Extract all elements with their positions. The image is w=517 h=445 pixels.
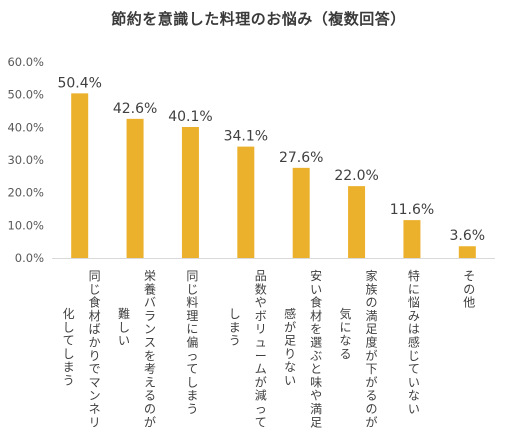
bar	[292, 167, 310, 258]
data-label: 11.6%	[390, 202, 434, 218]
x-category-label: 栄養バランスを考えるのが	[144, 269, 156, 429]
bar	[71, 93, 89, 258]
y-tick-label: 30.0%	[7, 153, 44, 167]
x-category-label: 同じ食材ばかりでマンネリ	[89, 269, 101, 429]
x-category-label: 難しい	[118, 306, 130, 348]
x-category-label: 安い食材を選ぶと味や満足	[310, 268, 322, 429]
y-tick-label: 60.0%	[7, 55, 44, 69]
x-category-label: 気になる	[340, 306, 352, 361]
data-label: 3.6%	[450, 228, 486, 244]
x-category-label: その他	[463, 269, 475, 310]
x-category-label: 感が足りない	[284, 306, 296, 388]
y-tick-label: 50.0%	[7, 88, 44, 102]
x-category-label: 品数やボリュームが減って	[255, 269, 267, 429]
y-tick-label: 20.0%	[7, 186, 44, 200]
y-axis: 0.0% 10.0% 20.0% 30.0% 40.0% 50.0% 60.0%	[7, 55, 44, 265]
data-label: 27.6%	[279, 150, 323, 166]
y-tick-label: 40.0%	[7, 120, 44, 134]
data-label: 42.6%	[113, 101, 157, 117]
data-label: 34.1%	[224, 129, 268, 145]
data-label: 50.4%	[57, 75, 101, 91]
x-category-label: しまう	[229, 307, 241, 348]
x-category-label: 家族の満足度が下がるのが	[366, 268, 378, 429]
bar	[458, 246, 476, 258]
bar	[348, 186, 366, 258]
bar	[181, 127, 199, 258]
chart-title: 節約を意識した料理のお悩み（複数回答）	[111, 10, 406, 28]
bar	[237, 146, 255, 258]
data-label: 22.0%	[334, 168, 378, 184]
bar	[403, 220, 421, 258]
x-category-label: 特に悩みは感じていない	[408, 268, 420, 416]
bars	[71, 93, 476, 258]
x-category-label: 化してしまう	[63, 307, 75, 388]
x-category-labels: 同じ食材ばかりでマンネリ 化してしまう 栄養バランスを考えるのが 難しい 同じ料理に偏っ…	[63, 268, 476, 429]
data-labels: 50.4% 42.6% 40.1% 34.1% 27.6% 22.0% 11.6% 3.6%	[57, 75, 485, 244]
y-tick-label: 0.0%	[15, 251, 44, 265]
data-label: 40.1%	[168, 109, 212, 125]
x-category-label: 同じ料理に偏ってしまう	[186, 269, 198, 416]
bar	[126, 118, 144, 258]
y-tick-label: 10.0%	[7, 218, 44, 232]
